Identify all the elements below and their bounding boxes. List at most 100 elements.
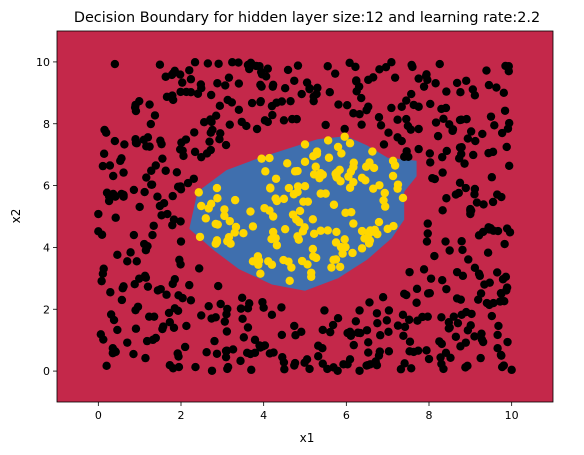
- data-point-class-0: [439, 114, 448, 124]
- data-point-class-0: [279, 116, 289, 125]
- data-point-class-0: [151, 161, 160, 170]
- data-point-class-0: [180, 342, 190, 352]
- data-point-class-1: [323, 136, 333, 145]
- data-point-class-0: [110, 59, 120, 69]
- data-point-class-0: [442, 194, 451, 203]
- data-point-class-0: [202, 348, 211, 357]
- data-point-class-1: [211, 239, 220, 248]
- data-point-class-0: [313, 83, 322, 93]
- data-point-class-0: [326, 327, 335, 337]
- data-point-class-0: [452, 78, 462, 88]
- data-point-class-0: [96, 330, 106, 339]
- data-point-class-0: [228, 58, 237, 67]
- data-point-class-0: [457, 149, 466, 159]
- data-point-class-0: [376, 121, 386, 130]
- data-point-class-0: [431, 118, 441, 127]
- data-point-class-0: [500, 106, 510, 115]
- data-point-class-0: [379, 140, 389, 149]
- data-point-class-0: [234, 105, 244, 115]
- data-point-class-1: [268, 227, 278, 237]
- data-point-class-1: [272, 241, 282, 250]
- data-point-class-1: [201, 214, 210, 223]
- data-point-class-0: [283, 65, 293, 75]
- data-point-class-0: [364, 348, 373, 357]
- data-point-class-0: [402, 96, 411, 105]
- data-point-class-1: [300, 182, 310, 191]
- data-point-class-0: [131, 100, 140, 110]
- x-tick-label: 10: [505, 409, 519, 422]
- data-point-class-1: [316, 226, 325, 235]
- data-point-class-0: [280, 365, 289, 374]
- data-point-class-1: [345, 183, 355, 192]
- data-point-class-0: [206, 90, 216, 100]
- data-point-class-0: [190, 147, 200, 157]
- data-point-class-1: [248, 222, 258, 231]
- data-point-class-0: [117, 154, 126, 163]
- data-point-class-1: [256, 269, 265, 278]
- data-point-class-0: [243, 304, 253, 313]
- data-point-class-0: [267, 310, 277, 320]
- data-point-class-0: [437, 339, 447, 349]
- data-point-class-0: [398, 310, 408, 320]
- data-point-class-1: [340, 235, 349, 244]
- data-point-class-0: [407, 89, 416, 99]
- data-point-class-1: [337, 149, 346, 158]
- data-point-class-0: [131, 106, 141, 116]
- data-point-class-0: [102, 361, 111, 371]
- data-point-class-0: [497, 362, 507, 372]
- data-point-class-0: [305, 364, 314, 374]
- data-point-class-1: [212, 183, 222, 193]
- data-point-class-1: [324, 153, 334, 162]
- data-point-class-0: [279, 358, 289, 367]
- data-point-class-1: [388, 171, 398, 181]
- data-point-class-0: [400, 322, 410, 332]
- data-point-class-0: [98, 269, 108, 278]
- data-point-class-0: [475, 271, 485, 281]
- data-point-class-0: [499, 88, 509, 98]
- data-point-class-0: [495, 297, 505, 306]
- data-point-class-1: [348, 248, 357, 258]
- data-point-class-0: [175, 70, 185, 79]
- data-point-class-1: [254, 260, 263, 269]
- data-point-class-1: [257, 154, 266, 163]
- data-point-class-0: [290, 358, 300, 368]
- data-point-class-0: [422, 346, 431, 355]
- data-point-class-1: [307, 268, 316, 277]
- data-point-class-0: [305, 83, 314, 93]
- data-point-class-0: [364, 338, 373, 347]
- data-point-class-0: [142, 173, 151, 182]
- data-point-class-0: [247, 365, 256, 375]
- data-point-class-0: [129, 230, 139, 240]
- data-point-class-0: [123, 257, 132, 266]
- data-point-class-0: [164, 308, 174, 318]
- data-point-class-0: [224, 73, 234, 82]
- data-point-class-0: [165, 318, 175, 327]
- data-point-class-0: [186, 88, 196, 97]
- data-point-class-0: [162, 92, 172, 102]
- x-tick-label: 0: [95, 409, 102, 422]
- data-point-class-1: [332, 227, 341, 237]
- data-point-class-0: [464, 255, 473, 264]
- data-point-class-0: [484, 148, 493, 158]
- data-point-class-0: [178, 78, 187, 87]
- data-point-class-1: [195, 232, 205, 242]
- data-point-class-0: [384, 306, 394, 315]
- data-point-class-0: [355, 306, 364, 315]
- data-point-class-0: [504, 161, 514, 170]
- data-point-class-1: [213, 220, 222, 229]
- data-point-class-0: [155, 60, 165, 69]
- data-point-class-1: [336, 177, 345, 186]
- data-point-class-0: [502, 224, 512, 233]
- data-point-class-0: [407, 364, 416, 373]
- data-point-class-0: [378, 292, 388, 302]
- data-point-class-1: [220, 211, 229, 221]
- y-tick-label: 10: [36, 56, 50, 69]
- data-point-class-0: [409, 347, 418, 357]
- data-point-class-0: [441, 348, 451, 358]
- data-point-class-0: [445, 246, 454, 255]
- data-point-class-1: [370, 225, 380, 234]
- data-point-class-0: [205, 137, 214, 146]
- x-tick-label: 8: [426, 409, 433, 422]
- data-point-class-0: [150, 111, 160, 120]
- data-point-class-1: [361, 162, 371, 171]
